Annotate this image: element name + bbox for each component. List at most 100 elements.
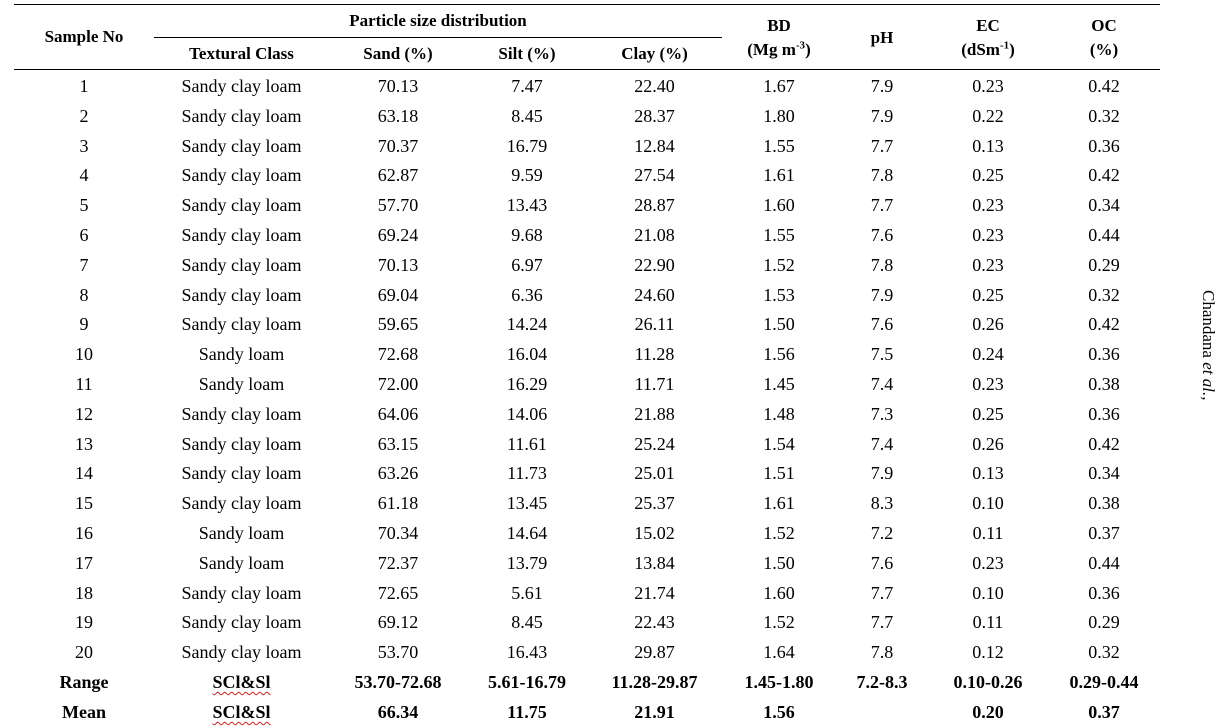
row-oc-cell: 0.32: [1088, 105, 1120, 126]
row-sample-no-cell: 3: [79, 135, 89, 156]
header-sand: Sand (%): [363, 44, 433, 63]
row-bd-cell: 1.67: [763, 76, 795, 96]
row-sand-cell: 57.70: [377, 195, 419, 216]
row-ph-cell: 7.5: [870, 344, 894, 365]
row-ec-cell: 0.25: [972, 165, 1004, 186]
row-ec-cell: 0.10: [972, 582, 1004, 603]
summary-silt-cell: 11.75: [507, 701, 547, 722]
row-oc-cell: 0.29: [1088, 612, 1120, 633]
row-sample-no-cell: 1: [79, 76, 89, 96]
header-sample-no: Sample No: [44, 27, 124, 46]
row-sample-no-cell: 15: [75, 493, 93, 514]
summary-ph-cell: 7.2-8.3: [856, 672, 908, 692]
row-bd-cell: 1.50: [763, 552, 795, 573]
row-bd-cell: 1.48: [763, 403, 795, 424]
row-sand-cell: 70.13: [377, 254, 419, 275]
header-oc-line2: (%): [1089, 40, 1119, 59]
row-silt-cell: 8.45: [511, 105, 543, 126]
row-silt-cell: 6.97: [511, 254, 543, 275]
row-oc-cell: 0.42: [1088, 433, 1120, 454]
row-sand-cell: 70.34: [377, 523, 419, 543]
row-bd-cell: 1.45: [763, 374, 795, 394]
summary-ph-cell: [836, 697, 928, 727]
row-sample-no-cell: 12: [75, 403, 93, 424]
row-textural-class-cell: Sandy clay loam: [181, 463, 302, 484]
row-clay-cell: 21.08: [634, 225, 675, 245]
row-silt-cell: 7.47: [511, 76, 543, 96]
row-textural-class-cell: Sandy clay loam: [181, 642, 302, 663]
row-textural-class-cell: Sandy clay loam: [181, 225, 302, 245]
row-clay-cell: 25.24: [634, 433, 675, 454]
row-bd-cell: 1.60: [763, 582, 795, 603]
row-bd-cell: 1.51: [763, 463, 795, 484]
row-oc-cell: 0.44: [1088, 225, 1120, 245]
row-clay-cell: 13.84: [634, 552, 675, 573]
row-bd-cell: 1.80: [763, 105, 795, 126]
row-textural-class-cell: Sandy loam: [198, 523, 285, 543]
header-bottom-rule: [14, 69, 1160, 70]
row-ec-cell: 0.23: [972, 195, 1004, 216]
row-sand-cell: 61.18: [377, 493, 419, 514]
row-sand-cell: 63.26: [377, 463, 419, 484]
row-ph-cell: 7.9: [870, 463, 894, 484]
row-ec-cell: 0.13: [972, 135, 1004, 156]
row-clay-cell: 15.02: [634, 523, 675, 543]
summary-bd-cell: 1.56: [763, 701, 795, 722]
row-silt-cell: 11.61: [507, 433, 547, 454]
row-clay-cell: 24.60: [634, 284, 675, 305]
row-clay-cell: 29.87: [634, 642, 675, 663]
row-bd-cell: 1.54: [763, 433, 795, 454]
row-ph-cell: 8.3: [870, 493, 894, 514]
row-bd-cell: 1.55: [763, 225, 795, 245]
row-ec-cell: 0.23: [972, 374, 1004, 394]
row-sample-no-cell: 10: [75, 344, 93, 365]
row-textural-class-cell: Sandy clay loam: [181, 403, 302, 424]
row-bd-cell: 1.60: [763, 195, 795, 216]
summary-oc-cell: 0.29-0.44: [1069, 672, 1139, 692]
row-ec-cell: 0.23: [972, 76, 1004, 96]
row-silt-cell: 13.45: [506, 493, 548, 514]
row-silt-cell: 16.43: [506, 642, 548, 663]
row-ph-cell: 7.8: [870, 165, 894, 186]
row-sample-no-cell: 16: [75, 523, 93, 543]
row-textural-class-cell: Sandy clay loam: [181, 165, 302, 186]
row-ec-cell: 0.22: [972, 105, 1004, 126]
row-bd-cell: 1.53: [763, 284, 795, 305]
row-silt-cell: 8.45: [511, 612, 543, 633]
row-sample-no-cell: 8: [79, 284, 89, 305]
row-silt-cell: 5.61: [511, 582, 543, 603]
row-ph-cell: 7.3: [870, 403, 894, 424]
summary-textural-class-text: SCl&Sl: [212, 701, 271, 722]
row-oc-cell: 0.32: [1088, 642, 1120, 663]
summary-textural-class-cell: SCl&Sl: [154, 667, 329, 697]
table-top-rule: [14, 4, 1160, 5]
row-textural-class-cell: Sandy clay loam: [181, 195, 302, 216]
summary-clay-cell: 21.91: [634, 701, 675, 722]
row-ec-cell: 0.24: [972, 344, 1004, 365]
row-sand-cell: 69.24: [377, 225, 419, 245]
row-ec-cell: 0.23: [972, 552, 1004, 573]
summary-sample-no-cell: Range: [59, 672, 109, 692]
row-textural-class-cell: Sandy clay loam: [181, 433, 302, 454]
row-ph-cell: 7.9: [870, 105, 894, 126]
header-ph: pH: [870, 28, 894, 47]
summary-ec-cell: 0.20: [972, 701, 1004, 722]
row-ec-cell: 0.12: [972, 642, 1004, 663]
header-organic-carbon: OC (%): [1048, 14, 1160, 62]
row-clay-cell: 11.71: [634, 374, 675, 394]
row-silt-cell: 11.73: [507, 463, 547, 484]
row-textural-class-cell: Sandy clay loam: [181, 493, 302, 514]
summary-ec-cell: 0.10-0.26: [953, 672, 1023, 692]
row-sand-cell: 63.15: [377, 433, 419, 454]
row-oc-cell: 0.42: [1088, 314, 1120, 335]
row-oc-cell: 0.32: [1088, 284, 1120, 305]
row-silt-cell: 13.43: [506, 195, 548, 216]
row-clay-cell: 21.74: [634, 582, 675, 603]
row-ph-cell: 7.6: [870, 314, 894, 335]
row-clay-cell: 28.87: [634, 195, 675, 216]
row-oc-cell: 0.38: [1088, 493, 1120, 514]
row-clay-cell: 22.43: [634, 612, 675, 633]
row-silt-cell: 14.06: [506, 403, 548, 424]
row-sample-no-cell: 19: [75, 612, 93, 633]
row-bd-cell: 1.64: [763, 642, 795, 663]
